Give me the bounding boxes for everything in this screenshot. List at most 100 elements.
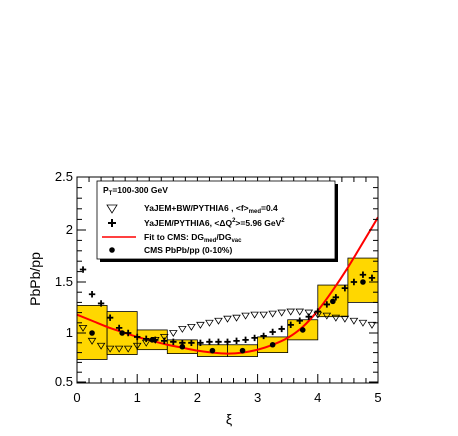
yajem-bw-series — [78, 308, 377, 353]
cms-data-point — [299, 327, 306, 333]
open-triangle-down-icon — [106, 204, 118, 214]
yajem-bw-point — [331, 314, 341, 322]
filled-circle-icon — [109, 247, 115, 253]
yajem-bw-point — [214, 317, 223, 325]
yajem-pythia-point — [106, 314, 114, 321]
yajem-bw-point — [159, 334, 169, 341]
cms-data-point — [209, 347, 216, 354]
yajem-bw-point — [259, 311, 268, 319]
cms-data-point — [239, 347, 246, 354]
yajem-pythia-point — [97, 300, 105, 307]
yajem-bw-point — [178, 326, 187, 333]
yajem-bw-point — [268, 310, 277, 318]
yajem-pythia-point — [79, 266, 87, 273]
yajem-pythia-point — [188, 339, 195, 346]
y-tick-label: 2.5 — [55, 169, 73, 184]
yajem-pythia-point — [296, 317, 303, 324]
yajem-pythia-point — [305, 313, 312, 320]
cms-data-point — [360, 279, 366, 285]
yajem-pythia-point — [161, 337, 168, 345]
y-tick-label: 2 — [66, 222, 73, 237]
systematic-bands — [77, 257, 378, 360]
y-axis-title: PbPb/pp — [27, 252, 43, 306]
yajem-bw-point — [105, 345, 115, 353]
x-tick-label: 1 — [134, 390, 141, 405]
yajem-pythia-point — [341, 284, 349, 292]
cross-icon — [108, 219, 116, 227]
yajem-pythia-point — [170, 338, 177, 346]
cms-data-series — [89, 279, 366, 354]
cms-data-point — [330, 298, 336, 305]
yajem-bw-point — [286, 308, 296, 316]
legend-entry-cms: CMS PbPb/pp (0-10%) — [109, 245, 232, 255]
yajem-pythia-point — [350, 278, 358, 286]
y-tick-label: 0.5 — [55, 374, 73, 389]
yajem-bw-point — [340, 315, 350, 323]
cms-data-point — [179, 343, 186, 350]
x-axis-title: ξ — [226, 411, 232, 427]
yajem-pythia-point — [332, 294, 340, 301]
y-tick-label: 1 — [66, 325, 73, 340]
legend-entry-fit: Fit to CMS: DGmed/DGvac — [102, 232, 242, 244]
yajem-pythia-point — [143, 335, 150, 343]
y-axis-ticks: 0.5 1 1.5 2 2.5 — [55, 169, 378, 389]
yajem-pythia-point — [197, 339, 204, 346]
yajem-pythia-point — [233, 337, 240, 345]
plot-frame — [76, 176, 379, 384]
yajem-pythia-point — [260, 332, 267, 340]
yajem-bw-point — [87, 337, 97, 345]
yajem-bw-point — [358, 319, 368, 327]
yajem-pythia-point — [88, 291, 96, 298]
yajem-pythia-point — [269, 328, 276, 336]
yajem-bw-point — [132, 342, 142, 350]
yajem-bw-point — [349, 317, 359, 325]
x-tick-label: 2 — [194, 390, 201, 405]
legend: PT=100-300 GeV YaJEM+BW/PYTHIA6 , <f>med… — [96, 180, 338, 262]
legend-entry-yajem-bw: YaJEM+BW/PYTHIA6 , <f>med=0.4 — [106, 203, 278, 215]
yajem-bw-point — [241, 312, 250, 320]
yajem-pythia-series — [79, 266, 376, 346]
yajem-pythia-point — [287, 321, 294, 329]
legend-shadow-bottom — [100, 259, 338, 262]
yajem-bw-point — [168, 330, 178, 337]
legend-label-fit: Fit to CMS: DGmed/DGvac — [144, 232, 242, 244]
cms-data-point — [89, 330, 95, 336]
yajem-pythia-point — [323, 301, 331, 308]
cms-data-point — [119, 330, 125, 336]
yajem-bw-point — [196, 321, 205, 329]
legend-label-cms: CMS PbPb/pp (0-10%) — [144, 245, 232, 255]
x-tick-label: 4 — [314, 390, 321, 405]
yajem-bw-point — [322, 312, 332, 320]
yajem-pythia-point — [251, 334, 258, 342]
yajem-bw-point — [187, 323, 196, 331]
yajem-pythia-point — [242, 336, 249, 344]
yajem-pythia-point — [215, 338, 222, 346]
yajem-bw-point — [205, 319, 214, 327]
y-tick-label: 1.5 — [55, 274, 73, 289]
yajem-bw-point — [367, 321, 377, 329]
yajem-bw-point — [295, 308, 305, 316]
yajem-pythia-point — [115, 324, 123, 332]
legend-header: PT=100-300 GeV — [103, 185, 168, 197]
yajem-bw-point — [78, 324, 88, 332]
cms-data-point — [149, 337, 156, 343]
x-tick-label: 0 — [73, 390, 80, 405]
legend-label-yajem-bw: YaJEM+BW/PYTHIA6 , <f>med=0.4 — [144, 203, 278, 215]
yajem-pythia-point — [134, 333, 141, 341]
cms-data-point — [269, 341, 276, 348]
legend-label-yajem-pythia: YaJEM/PYTHIA6, <ΔQ2>=5.96 GeV2 — [144, 218, 285, 228]
x-tick-label: 3 — [254, 390, 261, 405]
yajem-bw-point — [277, 309, 287, 317]
yajem-pythia-point — [368, 274, 376, 282]
yajem-bw-point — [232, 314, 241, 322]
yajem-bw-point — [304, 309, 314, 317]
yajem-pythia-point — [224, 338, 231, 346]
yajem-bw-point — [123, 345, 133, 353]
yajem-bw-point — [96, 342, 106, 350]
yajem-pythia-point — [206, 338, 213, 346]
yajem-pythia-point — [124, 329, 132, 337]
x-tick-label: 5 — [374, 390, 381, 405]
yajem-bw-point — [223, 315, 232, 323]
legend-entry-yajem-pythia: YaJEM/PYTHIA6, <ΔQ2>=5.96 GeV2 — [108, 218, 285, 228]
